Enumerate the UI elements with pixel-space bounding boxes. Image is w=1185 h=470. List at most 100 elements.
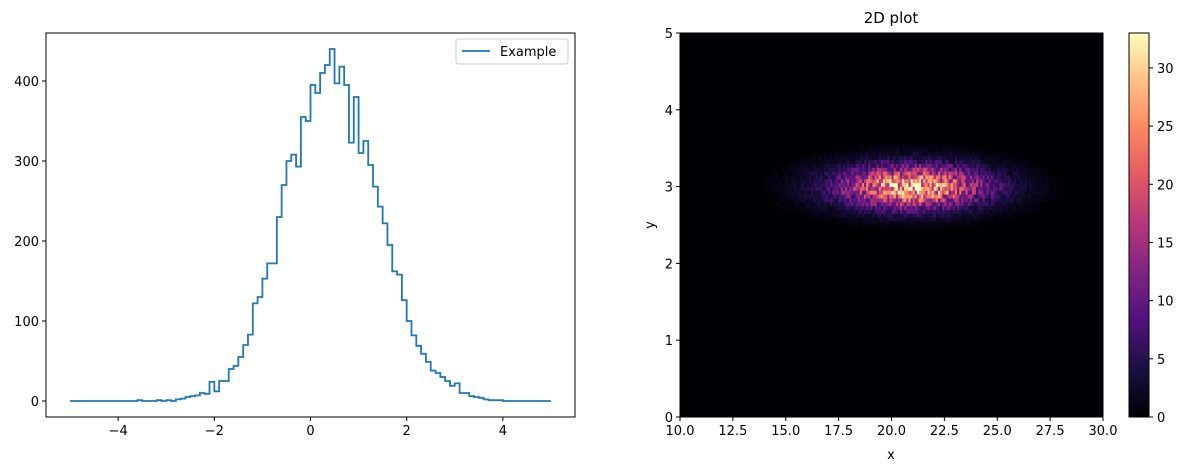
heatmap-cell [878,152,882,157]
heatmap-cell [976,178,979,184]
heatmap-cell [823,194,827,199]
heatmap-cell [929,217,932,222]
heatmap-cell [990,190,994,195]
heatmap-cell [832,167,835,172]
heatmap-cell [919,198,922,203]
heatmap-cell [832,209,835,214]
heatmap-cell [1020,163,1023,168]
heatmap-cell [921,167,924,172]
heatmap-cell [895,201,899,207]
heatmap-cell [944,217,947,222]
heatmap-cell [1003,186,1007,191]
heatmap-cell [815,205,818,210]
heatmap-cell [982,213,985,218]
heatmap-cell [781,198,784,203]
heatmap-cell [821,209,825,214]
heatmap-cell [876,144,880,149]
heatmap-cell [946,186,949,191]
heatmap-cell [940,167,943,172]
heatmap-cell [836,221,839,226]
heatmap-cell [857,221,861,226]
heatmap-cell [961,155,964,161]
heatmap-cell [942,148,945,153]
heatmap-cell [874,155,877,161]
heatmap-cell [809,209,812,214]
heatmap-cell [897,171,901,176]
heatmap-cell [834,155,837,161]
heatmap-cell [902,217,905,222]
heatmap-cell [912,182,916,187]
heatmap-cell [815,175,818,180]
heatmap-cell [800,167,803,172]
heatmap-cell [1043,194,1047,199]
heatmap-cell [895,217,899,222]
heatmap-cell [925,190,928,195]
heatmap-cell [1033,182,1036,187]
heatmap-cell [1031,171,1034,176]
heatmap-cell [893,144,897,149]
heatmap-cell [840,209,844,214]
heatmap-cell [817,217,820,222]
heatmap-cell [889,167,892,172]
heatmap-cell [948,182,952,187]
heatmap-cell [866,155,869,161]
heatmap-cell [842,209,846,214]
heatmap-cell [880,205,884,210]
heatmap-cell [990,167,994,172]
heatmap-cell [1033,186,1036,191]
heatmap-cell [910,163,913,168]
heatmap-cell [847,171,850,176]
heatmap-cell [809,194,812,199]
heatmap-cell [999,163,1002,168]
heatmap-cell [891,182,894,187]
heatmap-cell [844,182,848,187]
heatmap-cell [916,152,920,157]
heatmap-cell [813,178,816,184]
heatmap-cell [1024,178,1028,184]
heatmap-cell [929,159,932,164]
heatmap-cell [1005,213,1009,218]
heatmap-cell [1001,175,1004,180]
heatmap-cell [878,201,882,207]
heatmap-cell [954,194,958,199]
heatmap-cell [980,209,983,214]
heatmap-cell [986,182,990,187]
heatmap-cell [950,171,954,176]
heatmap-cell [1012,155,1015,161]
heatmap-cell [1020,201,1023,207]
heatmap-cell [997,182,1000,187]
heatmap-cell [819,167,823,172]
heatmap-cell [794,190,797,195]
heatmap-cell [990,186,994,191]
heatmap-cell [908,198,911,203]
heatmap-cell [1028,178,1032,184]
heatmap-cell [946,213,949,218]
heatmap-cell [1014,198,1017,203]
heatmap-cell [961,152,964,157]
heatmap-cell [1003,155,1007,161]
heatmap-cell [976,190,979,195]
heatmap-cell [777,190,780,195]
heatmap-cell [908,167,911,172]
heatmap-cell [813,209,816,214]
heatmap-cell [967,148,971,153]
heatmap-cell [821,190,825,195]
heatmap-cell [876,186,880,191]
heatmap-cell [965,175,968,180]
heatmap-cell [933,175,937,180]
heatmap-cell [914,182,918,187]
heatmap-cell [836,171,839,176]
heatmap-cell [916,155,920,161]
heatmap-cell [944,182,947,187]
heatmap-cell [1054,190,1057,195]
heatmap-cell [796,159,799,164]
heatmap-cell [919,213,922,218]
heatmap-cell [952,213,956,218]
heatmap-cell [1035,205,1038,210]
heatmap-cell [986,175,990,180]
heatmap-cell [1020,159,1023,164]
heatmap-cell [851,221,854,226]
heatmap-cell [885,205,888,210]
heatmap-cell [971,148,975,153]
heatmap-cell [969,201,973,207]
